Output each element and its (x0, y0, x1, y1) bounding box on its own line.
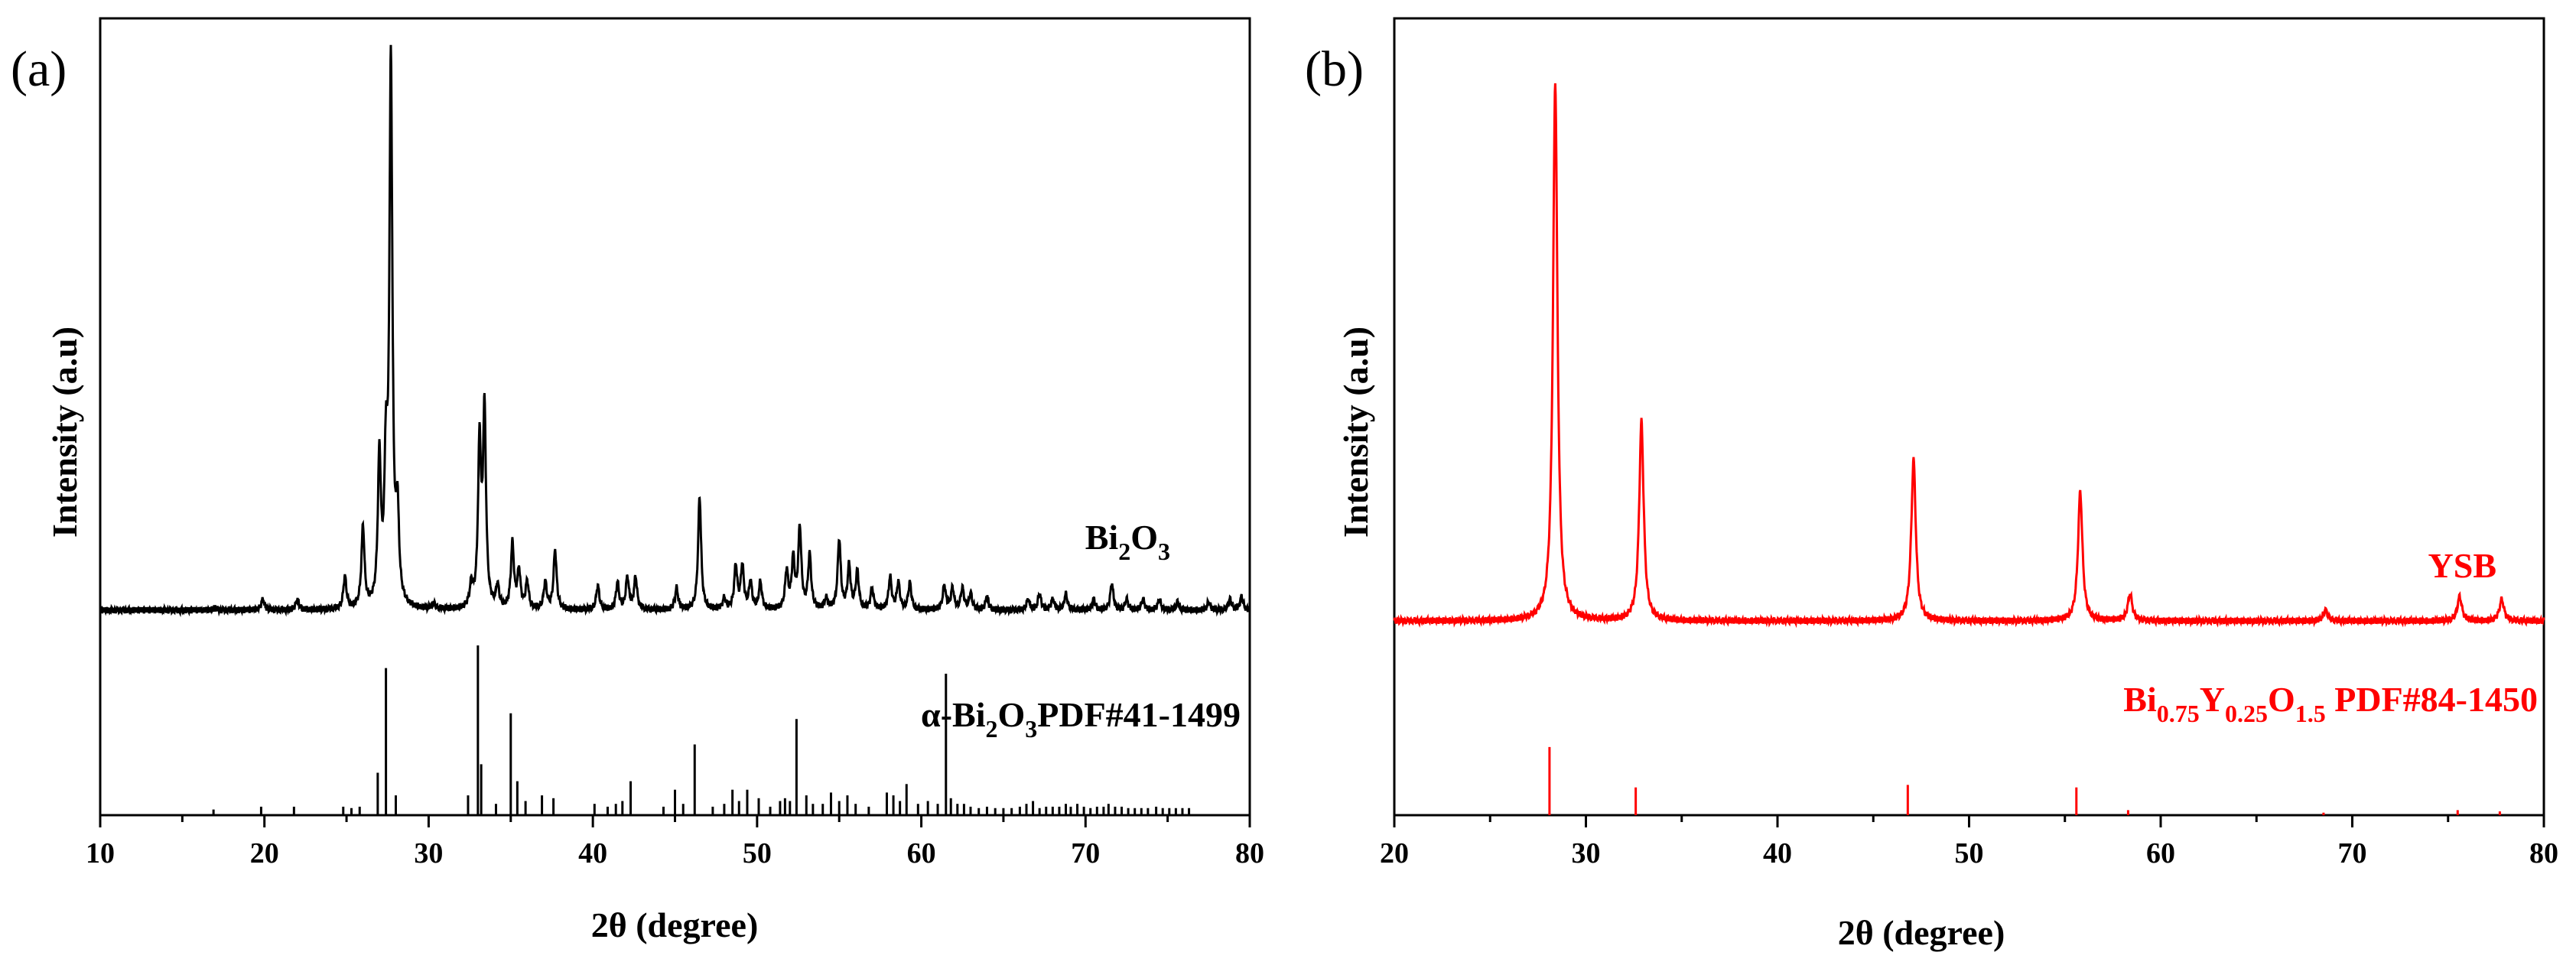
panel-a-series-0-label-part-2: O (1130, 518, 1158, 557)
panel-b-series-1-label-part-5: 1.5 (2295, 700, 2326, 727)
panel-a-series-1-label-part-1: 2 (985, 715, 997, 743)
panel-a-series-0-label-part-0: Bi (1085, 518, 1119, 557)
panel-a-xtick-label-40: 40 (578, 837, 607, 869)
panel-a-series-1-label-part-3: 3 (1025, 715, 1037, 743)
panel-a-xtick-label-30: 30 (414, 837, 443, 869)
panel-a-xlabel: 2θ (degree) (591, 905, 759, 944)
panel-b-series-1-label-part-1: 0.75 (2157, 700, 2200, 727)
panel-b-series-0-line (1393, 83, 2545, 629)
panel-b-xtick-label-30: 30 (1572, 837, 1601, 869)
panel-b-series-1-label-part-0: Bi (2123, 680, 2157, 719)
panel-a-series-1-label-part-2: O (997, 695, 1025, 734)
panel-a-series-0-line (99, 44, 1251, 618)
panel-b-plot-area: 20 30 40 50 60 70 80 (1380, 17, 2558, 869)
panel-b-series-0-label-part-0: YSB (2428, 546, 2496, 585)
panel-a-xtick-label-60: 60 (907, 837, 936, 869)
panel-b-xtick-label-50: 50 (1955, 837, 1984, 869)
panel-a-series-1-label-part-0: α-Bi (921, 695, 986, 734)
panel-b-xtick-label-70: 70 (2338, 837, 2367, 869)
panel-a-sample-label: Bi2O3 (1085, 518, 1170, 565)
panel-a-series-0-label-part-3: 3 (1158, 538, 1170, 565)
panel-b-ylabel: Intensity (a.u) (1336, 327, 1375, 538)
panel-b-xtick-label-20: 20 (1380, 837, 1409, 869)
panel-a-ylabel: Intensity (a.u) (45, 327, 84, 538)
panel-a-series-0-label-part-1: 2 (1118, 538, 1130, 565)
panel-b-xlabel: 2θ (degree) (1838, 913, 2005, 952)
panel-b-series-1-label-part-2: Y (2200, 680, 2225, 719)
panel-a-series-1-label-part-4: PDF#41-1499 (1037, 695, 1241, 734)
panel-b: (b) Intensity (a.u) 2θ (degree) 20 30 40 50… (1305, 17, 2558, 952)
panel-a: (a) Intensity (a.u) 2θ (degree) 10 20 30 40… (11, 17, 1264, 944)
panel-a-xtick-label-80: 80 (1235, 837, 1264, 869)
panel-b-label: (b) (1305, 41, 1364, 97)
panel-a-reference-label: α-Bi2O3PDF#41-1499 (921, 695, 1241, 743)
panel-a-xtick-label-20: 20 (250, 837, 279, 869)
panel-b-series-1-label-part-6: PDF#84-1450 (2326, 680, 2538, 719)
panel-a-xtick-label-70: 70 (1071, 837, 1100, 869)
panel-a-plot-area: 10 20 30 40 50 60 70 80 (86, 17, 1264, 869)
panel-b-xtick-label-80: 80 (2529, 837, 2558, 869)
panel-b-sample-label: YSB (2428, 546, 2496, 585)
panel-b-reference-label: Bi0.75Y0.25O1.5 PDF#84-1450 (2123, 680, 2538, 727)
panel-a-label: (a) (11, 41, 67, 97)
panel-b-series-1-label-part-3: 0.25 (2225, 700, 2268, 727)
panel-a-xtick-label-50: 50 (743, 837, 772, 869)
panel-a-xtick-label-10: 10 (86, 837, 115, 869)
panel-b-xtick-label-60: 60 (2146, 837, 2175, 869)
panel-b-xtick-label-40: 40 (1763, 837, 1792, 869)
panel-b-series-1-label-part-4: O (2268, 680, 2295, 719)
